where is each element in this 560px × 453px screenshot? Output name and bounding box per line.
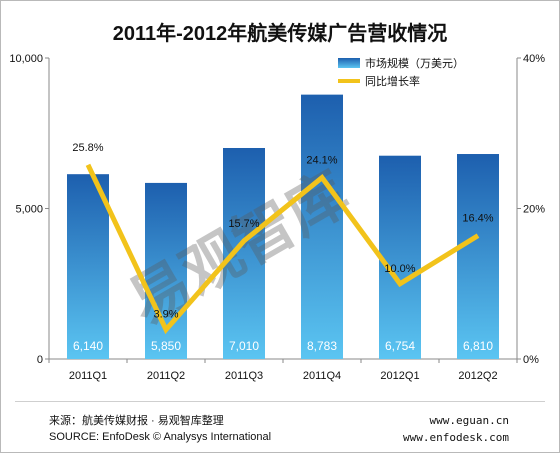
x-tick-label: 2012Q1 — [380, 370, 419, 382]
bar-data-label: 5,850 — [151, 339, 181, 353]
bar-2011q4 — [301, 94, 343, 359]
line-data-label: 24.1% — [306, 155, 337, 167]
line-data-label: 16.4% — [462, 213, 493, 225]
y-left-tick-label: 5,000 — [15, 204, 43, 216]
url-enfodesk[interactable]: www.enfodesk.com — [403, 431, 509, 444]
source-note-cn: 来源：航美传媒财报 · 易观智库整理 — [49, 415, 224, 427]
y-right-tick-label: 20% — [523, 204, 545, 216]
legend-label-bar: 市场规模（万美元） — [365, 56, 464, 70]
bar-2012q1 — [379, 155, 421, 359]
url-eguan[interactable]: www.eguan.cn — [429, 414, 509, 427]
bar-data-label: 6,754 — [385, 339, 415, 353]
source-note-en: SOURCE: EnfoDesk © Analysys Internationa… — [49, 431, 272, 443]
x-tick-label: 2011Q3 — [225, 370, 263, 382]
x-tick-label: 2011Q2 — [147, 370, 185, 382]
line-data-label: 15.7% — [228, 218, 259, 230]
y-left-tick-label: 0 — [37, 354, 43, 366]
legend-swatch-bar — [338, 58, 360, 68]
y-right-tick-label: 0% — [523, 354, 539, 366]
chart-canvas: 0 5,000 10,000 0% 20% 40% 2011Q1 2011Q2 2011Q3 20… — [9, 53, 545, 382]
bar-data-label: 6,140 — [73, 339, 103, 353]
y-right-tick-label: 40% — [523, 53, 545, 65]
line-data-label: 10.0% — [384, 263, 415, 275]
legend-label-line: 同比增长率 — [365, 74, 420, 88]
x-tick-label: 2012Q2 — [458, 370, 497, 382]
line-data-label: 3.9% — [153, 309, 178, 321]
bar-data-label: 8,783 — [307, 339, 337, 353]
bar-data-label: 6,810 — [463, 339, 493, 353]
footer-divider — [15, 401, 545, 402]
x-tick-label: 2011Q4 — [303, 370, 341, 382]
bar-data-label: 7,010 — [229, 339, 259, 353]
chart-title: 2011年-2012年航美传媒广告营收情况 — [112, 23, 448, 45]
bar-2012q2 — [457, 154, 499, 359]
x-tick-label: 2011Q1 — [69, 370, 107, 382]
bar-2011q1 — [67, 174, 109, 359]
y-left-tick-label: 10,000 — [9, 53, 43, 65]
growth-rate-line — [85, 163, 480, 335]
line-data-label: 25.8% — [72, 142, 103, 154]
